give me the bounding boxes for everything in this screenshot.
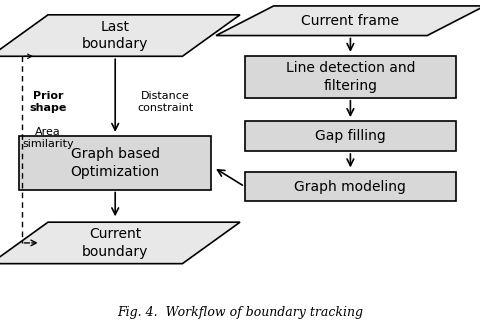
Text: Current
boundary: Current boundary xyxy=(82,227,148,259)
Text: Graph based
Optimization: Graph based Optimization xyxy=(71,147,160,179)
Bar xyxy=(19,136,211,190)
Text: Distance
constraint: Distance constraint xyxy=(137,91,194,113)
Text: Prior
shape: Prior shape xyxy=(29,91,67,113)
Text: Area
similarity: Area similarity xyxy=(22,127,74,149)
Bar xyxy=(245,172,456,202)
Text: Gap filling: Gap filling xyxy=(315,129,386,143)
Polygon shape xyxy=(0,15,240,56)
Text: Graph modeling: Graph modeling xyxy=(294,180,407,194)
Bar xyxy=(245,121,456,151)
Polygon shape xyxy=(0,222,240,264)
Bar xyxy=(245,56,456,98)
Text: Fig. 4.  Workflow of boundary tracking: Fig. 4. Workflow of boundary tracking xyxy=(117,306,363,319)
Text: Last
boundary: Last boundary xyxy=(82,20,148,51)
Text: Current frame: Current frame xyxy=(301,14,399,28)
Text: Line detection and
filtering: Line detection and filtering xyxy=(286,62,415,93)
Polygon shape xyxy=(216,6,480,35)
